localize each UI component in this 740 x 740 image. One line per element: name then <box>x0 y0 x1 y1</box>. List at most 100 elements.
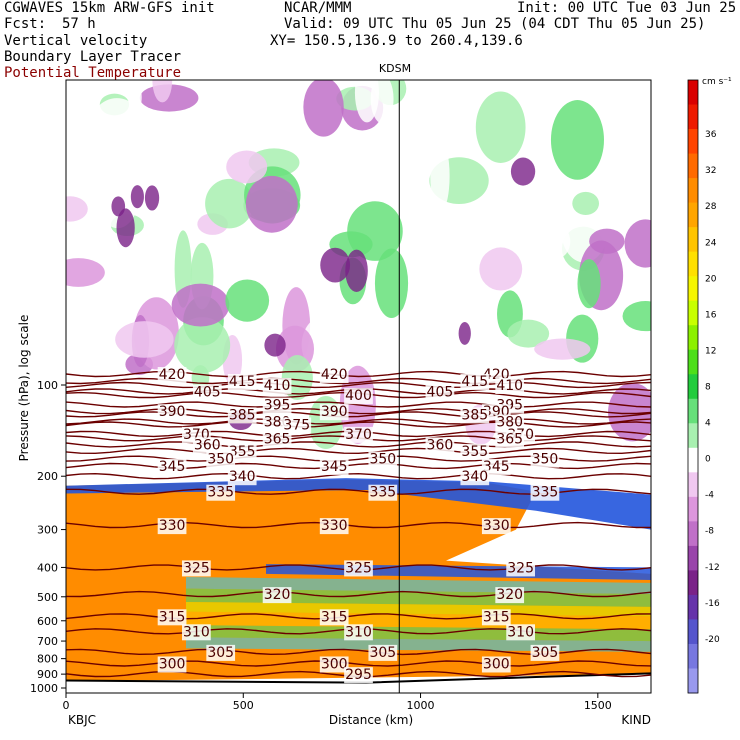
x-tick-label: 1500 <box>584 699 612 712</box>
colorbar-swatch <box>688 227 698 253</box>
theta-label-halo <box>506 560 535 577</box>
theta-label: 295 <box>345 667 372 683</box>
colorbar-tick-label: 0 <box>705 455 711 465</box>
y-tick-label: 700 <box>37 635 58 648</box>
cross-section-endpoints: XY= 150.5,136.9 to 260.4,139.6 <box>270 33 523 49</box>
colorbar-tick-label: 20 <box>705 274 717 284</box>
theta-label-halo <box>192 384 222 401</box>
field-boundary-layer-tracer: Boundary Layer Tracer <box>4 49 182 65</box>
model-title: CGWAVES 15km ARW-GFS init <box>4 0 215 16</box>
velocity-blob <box>174 317 231 374</box>
forecast-hour: 57 h <box>62 16 96 32</box>
velocity-blob <box>171 283 230 327</box>
theta-label: 320 <box>264 587 291 603</box>
colorbar-tick-label: -12 <box>705 563 720 573</box>
theta-label-halo <box>206 451 236 468</box>
colorbar-swatch <box>688 545 698 571</box>
field-potential-temperature: Potential Temperature <box>4 65 182 81</box>
theta-label: 310 <box>183 624 210 640</box>
theta-label-halo <box>460 407 490 424</box>
velocity-blob <box>370 80 394 124</box>
theta-label: 340 <box>461 469 488 485</box>
colorbar-swatch <box>688 668 698 694</box>
theta-label: 300 <box>483 656 510 672</box>
colorbar-swatch <box>688 349 698 375</box>
theta-label: 310 <box>345 624 372 640</box>
colorbar-tick-label: 4 <box>705 419 711 429</box>
theta-label: 405 <box>194 384 221 400</box>
theta-label-halo <box>530 484 560 501</box>
colorbar: 36 32 28 24 20 16 12 8 4 0 -4 -8 -12 -16 -20 <box>687 79 720 694</box>
velocity-blob <box>550 100 604 180</box>
velocity-blob <box>609 351 630 384</box>
theta-label: 330 <box>483 518 510 534</box>
theta-label-halo <box>157 458 187 475</box>
theta-label-halo <box>319 518 349 535</box>
theta-label: 305 <box>532 645 559 661</box>
theta-label: 345 <box>159 459 186 475</box>
theta-label-halo <box>319 367 349 384</box>
tracer-band <box>186 601 651 617</box>
theta-label-halo <box>262 397 292 414</box>
velocity-blob <box>225 279 270 322</box>
theta-label-halo <box>368 644 398 661</box>
colorbar-swatch <box>688 521 698 547</box>
theta-label-halo <box>344 624 373 641</box>
theta-label-halo <box>368 484 398 501</box>
colorbar-tick-label: 12 <box>705 346 716 356</box>
theta-label: 410 <box>496 378 523 394</box>
theta-label: 305 <box>369 645 396 661</box>
velocity-blob <box>534 338 591 360</box>
colorbar-swatch <box>688 300 698 326</box>
colorbar-swatch <box>688 496 698 522</box>
theta-label: 305 <box>207 645 234 661</box>
colorbar-swatch <box>688 178 698 204</box>
theta-label-halo <box>262 587 292 604</box>
theta-label-halo <box>182 560 211 577</box>
y-tick-label: 500 <box>37 591 58 604</box>
theta-label-halo <box>460 443 490 460</box>
theta-label: 315 <box>159 609 186 625</box>
velocity-blob-strong <box>144 185 160 211</box>
theta-label: 350 <box>369 452 396 468</box>
colorbar-swatch <box>688 447 698 473</box>
theta-label: 375 <box>283 417 310 433</box>
velocity-blob <box>507 319 550 348</box>
velocity-blob <box>245 175 298 233</box>
velocity-blob-strong <box>116 208 135 248</box>
theta-label-halo <box>344 426 373 443</box>
theta-label-halo <box>319 609 349 626</box>
x-tick-label: 0 <box>63 699 70 712</box>
theta-label: 420 <box>321 367 348 383</box>
theta-label: 420 <box>159 367 186 383</box>
theta-label: 365 <box>496 431 523 447</box>
colorbar-swatch <box>688 374 698 400</box>
theta-contour-395 <box>66 401 651 408</box>
colorbar-tick-label: -16 <box>705 599 720 609</box>
theta-label: 370 <box>345 427 372 443</box>
colorbar-swatch <box>688 251 698 277</box>
theta-label: 325 <box>183 560 210 576</box>
theta-label: 325 <box>345 560 372 576</box>
velocity-blob <box>577 259 601 309</box>
terrain-line <box>66 672 651 684</box>
velocity-blob-strong <box>320 247 351 283</box>
colorbar-frame <box>687 79 699 694</box>
theta-label-halo <box>206 644 236 661</box>
theta-label-halo <box>530 644 560 661</box>
theta-label-halo <box>157 518 187 535</box>
theta-contour-380 <box>66 418 651 425</box>
theta-label-halo <box>495 414 525 431</box>
theta-contour-375 <box>66 421 651 428</box>
theta-label: 380 <box>496 415 523 431</box>
theta-label: 345 <box>321 459 348 475</box>
colorbar-swatch <box>688 104 698 130</box>
colorbar-swatch <box>688 619 698 645</box>
x-right-endpoint: KIND <box>621 713 651 727</box>
colorbar-tick-label: 32 <box>705 166 716 176</box>
velocity-blob <box>152 80 173 103</box>
theta-contour-410 <box>66 381 651 389</box>
velocity-blob <box>81 308 122 383</box>
